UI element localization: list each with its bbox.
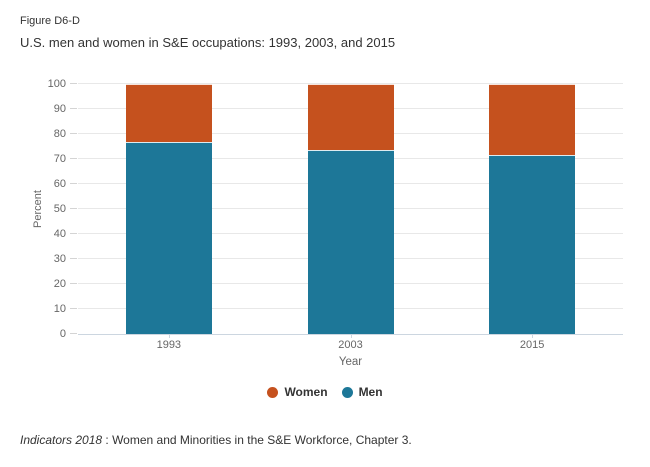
y-tick-mark-20	[70, 283, 77, 284]
y-tick-label-30: 30	[53, 253, 66, 265]
figure-label: Figure D6-D	[20, 15, 80, 27]
y-tick-mark-50	[70, 208, 77, 209]
y-tick-label-80: 80	[53, 128, 66, 140]
legend-marker-men-icon	[341, 386, 353, 398]
bar-men-1993[interactable]	[125, 141, 212, 334]
y-tick-label-70: 70	[53, 153, 66, 165]
source-note: Indicators 2018 : Women and Minorities i…	[20, 433, 412, 447]
legend: Women Men	[0, 385, 650, 399]
source-note-italic: Indicators 2018	[20, 433, 103, 447]
y-tick-label-90: 90	[53, 103, 66, 115]
x-tick-mark-1993	[168, 334, 170, 338]
y-tick-label-100: 100	[47, 78, 66, 90]
y-tick-mark-90	[70, 108, 77, 109]
gridline-100	[78, 83, 623, 84]
x-axis-labels: 1993 2003 2015	[78, 339, 623, 353]
x-axis-title: Year	[338, 356, 363, 368]
y-tick-label-10: 10	[53, 303, 66, 315]
bar-men-2003[interactable]	[307, 150, 394, 334]
x-tick-mark-2003	[350, 334, 352, 338]
plot-area	[78, 83, 623, 338]
y-tick-mark-10	[70, 308, 77, 309]
bar-men-2015[interactable]	[489, 155, 576, 334]
y-tick-label-50: 50	[53, 203, 66, 215]
legend-marker-women-icon	[267, 386, 279, 398]
x-tick-label-2003: 2003	[338, 339, 363, 351]
y-tick-mark-80	[70, 133, 77, 134]
bar-women-2015[interactable]	[489, 84, 576, 156]
y-tick-mark-0	[70, 333, 77, 334]
bar-women-1993[interactable]	[125, 84, 212, 142]
y-tick-mark-70	[70, 158, 77, 159]
x-tick-label-2015: 2015	[519, 339, 545, 351]
source-note-text: : Women and Minorities in the S&E Workfo…	[102, 433, 412, 447]
legend-label-men: Men	[358, 385, 383, 399]
y-tick-label-20: 20	[53, 278, 66, 290]
y-tick-label-60: 60	[53, 178, 66, 190]
y-tick-mark-30	[70, 258, 77, 259]
x-tick-label-1993: 1993	[156, 339, 182, 351]
y-tick-label-40: 40	[53, 228, 66, 240]
y-axis-labels: 0 10 20 30 40 50 60 70 80 90 100	[30, 78, 66, 340]
x-tick-mark-2015	[532, 334, 534, 338]
legend-label-women: Women	[284, 385, 328, 399]
y-axis-tick-marks	[70, 83, 77, 334]
bar-women-2003[interactable]	[307, 84, 394, 151]
legend-item-women[interactable]: Women	[267, 385, 328, 399]
legend-item-men[interactable]: Men	[341, 385, 383, 399]
y-tick-mark-40	[70, 233, 77, 234]
y-tick-label-0: 0	[59, 328, 66, 340]
y-tick-mark-100	[70, 83, 77, 84]
y-tick-mark-60	[70, 183, 77, 184]
chart-title: U.S. men and women in S&E occupations: 1…	[20, 35, 396, 50]
